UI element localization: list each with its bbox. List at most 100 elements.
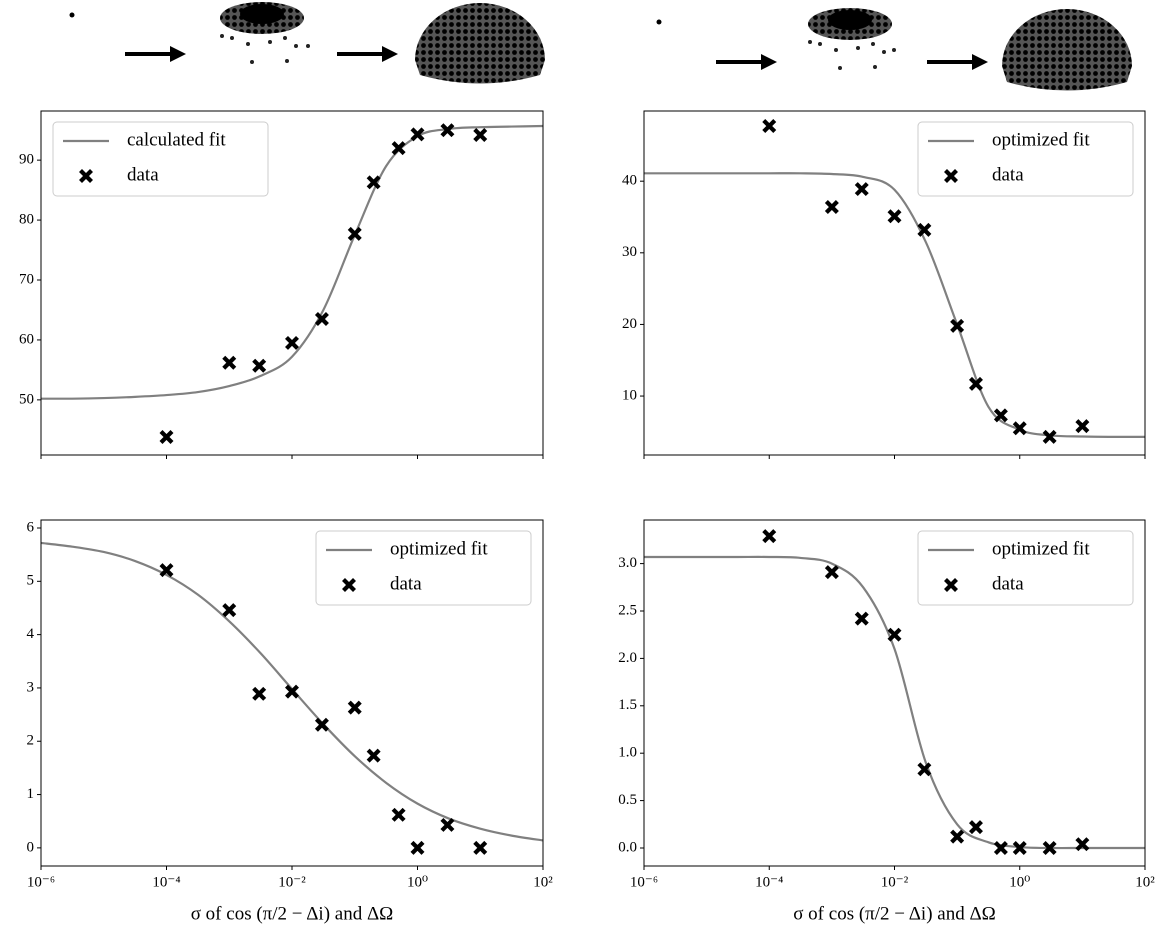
- plot-area: [41, 123, 543, 445]
- legend-label: calculated fit: [127, 129, 226, 150]
- data-point: [762, 119, 777, 134]
- data-point: [285, 684, 299, 699]
- data-point: [950, 318, 965, 333]
- data-point: [887, 209, 902, 224]
- y-tick-label: 3: [27, 679, 35, 695]
- plot-area: [644, 119, 1145, 444]
- data-point: [1012, 841, 1027, 855]
- x-tick-label: 10⁻²: [278, 874, 306, 890]
- data-point: [762, 529, 777, 544]
- data-point: [440, 123, 455, 138]
- y-tick-label: 2: [27, 733, 35, 749]
- axes-frame: [40, 519, 544, 867]
- x-tick-label: 10²: [1135, 874, 1155, 890]
- fit-line: [644, 172, 1145, 439]
- data-point: [1042, 429, 1057, 444]
- axes-frame: [643, 519, 1146, 867]
- fit-line: [644, 555, 1145, 850]
- legend-label: optimized fit: [390, 538, 488, 559]
- y-tick-label: 1.5: [618, 697, 637, 713]
- data-point: [366, 175, 381, 190]
- data-point: [993, 841, 1008, 855]
- x-tick-label: 10⁰: [1009, 874, 1030, 890]
- data-point: [1075, 837, 1090, 852]
- data-point: [854, 182, 869, 197]
- data-point: [314, 717, 329, 732]
- data-point: [366, 748, 381, 763]
- data-point: [968, 376, 983, 391]
- legend-label: optimized fit: [992, 538, 1090, 559]
- y-tick-label: 60: [19, 331, 34, 347]
- x-tick-label: 10⁻⁴: [755, 874, 783, 890]
- axes-frame: [40, 110, 544, 456]
- data-point: [473, 840, 488, 855]
- data-point: [391, 807, 406, 822]
- data-point: [968, 820, 983, 835]
- legend-marker: [944, 169, 958, 183]
- y-tick-label: 0: [27, 839, 35, 855]
- data-point: [917, 762, 932, 777]
- axes-frame: [643, 110, 1146, 456]
- data-point: [917, 222, 932, 237]
- y-tick-label: 90: [19, 152, 34, 168]
- x-tick-label: 10⁻⁶: [27, 874, 55, 890]
- y-tick-label: 2.5: [618, 602, 637, 618]
- data-point: [1042, 841, 1057, 855]
- y-tick-label: 5: [27, 573, 35, 589]
- data-point: [222, 603, 237, 618]
- data-point: [410, 840, 425, 855]
- data-point: [159, 430, 174, 445]
- y-tick-label: 2.0: [618, 650, 637, 666]
- y-tick-label: 70: [19, 271, 34, 287]
- x-axis-label: σ of cos (π/2 − Δi) and ΔΩ: [793, 903, 996, 924]
- y-tick-label: 1: [27, 786, 35, 802]
- data-point: [347, 700, 362, 715]
- y-tick-label: 50: [19, 391, 34, 407]
- data-point: [824, 565, 839, 580]
- legend-label: data: [390, 573, 422, 594]
- data-point: [473, 127, 488, 142]
- legend: optimized fit data: [315, 530, 532, 606]
- legend-marker: [342, 578, 356, 592]
- data-point: [252, 358, 267, 373]
- legend-marker: [79, 169, 93, 183]
- x-axis-label: σ of cos (π/2 − Δi) and ΔΩ: [191, 903, 394, 924]
- data-point: [1075, 419, 1090, 434]
- legend: optimized fit data: [917, 530, 1134, 606]
- y-tick-label: 80: [19, 212, 34, 228]
- data-point: [993, 408, 1008, 423]
- legend-label: data: [127, 164, 159, 185]
- data-point: [410, 127, 425, 142]
- data-point: [440, 817, 455, 832]
- evolution-illustration-right: [656, 8, 1132, 91]
- data-point: [159, 563, 174, 578]
- y-tick-label: 4: [27, 626, 35, 642]
- data-point: [285, 335, 299, 350]
- data-point: [314, 311, 329, 326]
- fit-line: [41, 124, 543, 400]
- y-tick-label: 3.0: [618, 555, 637, 571]
- y-tick-label: 30: [622, 244, 637, 260]
- data-point: [887, 627, 902, 642]
- subplot: 50 60 70 80 90 calculated fit data: [19, 110, 544, 459]
- data-point: [824, 199, 839, 214]
- y-tick-label: 0.0: [618, 839, 637, 855]
- data-point: [222, 355, 237, 370]
- y-tick-label: 40: [622, 173, 637, 189]
- subplot: 0 1 2 3 4 5 6 10⁻⁶ 10⁻⁴ 10⁻² 10⁰ 10² σ of cos (π/2 −…: [27, 519, 554, 924]
- data-point: [391, 141, 406, 156]
- data-point: [950, 829, 965, 844]
- data-point: [854, 611, 869, 626]
- x-tick-label: 10⁰: [407, 874, 428, 890]
- y-tick-label: 20: [622, 316, 637, 332]
- x-tick-label: 10²: [533, 874, 553, 890]
- data-point: [252, 686, 267, 701]
- data-point: [347, 226, 362, 241]
- x-tick-label: 10⁻⁴: [152, 874, 180, 890]
- legend: calculated fit data: [52, 121, 269, 197]
- legend-label: optimized fit: [992, 129, 1090, 150]
- plot-area: [644, 529, 1145, 855]
- evolution-illustration-left: [69, 2, 545, 84]
- y-tick-label: 6: [27, 519, 35, 535]
